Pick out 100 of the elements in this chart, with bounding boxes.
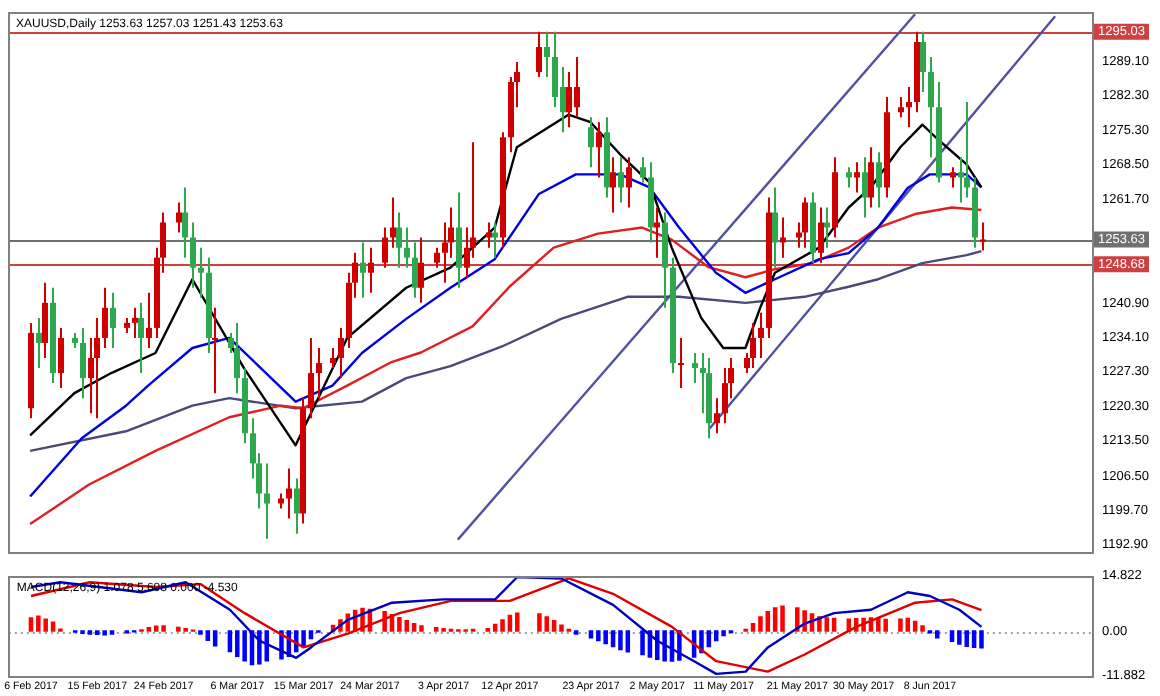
candlestick [824, 206, 830, 249]
candlestick [906, 86, 912, 129]
candlestick [102, 286, 108, 349]
candlestick [316, 346, 322, 400]
bar [161, 625, 166, 632]
candlestick [560, 65, 566, 134]
candlestick [920, 30, 926, 94]
candlestick [610, 156, 616, 214]
candlestick [802, 196, 808, 249]
bar [500, 619, 505, 632]
bar [212, 630, 218, 647]
candlestick [264, 462, 270, 540]
bar [655, 630, 660, 660]
candlestick [692, 352, 698, 385]
candlestick [138, 301, 144, 375]
bar [876, 618, 881, 632]
candlestick [618, 156, 624, 204]
bar [596, 630, 601, 642]
bar [28, 617, 34, 632]
bar [780, 605, 785, 632]
candlestick [536, 30, 542, 79]
bar [537, 613, 542, 632]
bar [257, 630, 262, 665]
bar [758, 616, 763, 632]
bar [551, 619, 557, 632]
bar [640, 630, 645, 656]
candlestick [818, 206, 824, 264]
bar [618, 630, 623, 651]
bar [544, 616, 550, 632]
candlestick [928, 55, 934, 159]
bar [235, 630, 240, 658]
candlestick [176, 201, 182, 234]
candlestick [772, 186, 778, 269]
candlestick [338, 326, 344, 380]
candlestick [552, 30, 558, 109]
candlestick [418, 236, 424, 304]
bar [50, 621, 56, 632]
candlestick [750, 321, 756, 370]
bar [264, 630, 270, 662]
bar [949, 630, 955, 643]
candlestick [950, 166, 956, 189]
candlestick [294, 477, 300, 535]
candlestick [486, 221, 492, 249]
bar [721, 630, 726, 637]
candlestick [596, 121, 602, 179]
bar [308, 630, 314, 640]
candlestick [360, 241, 366, 299]
candlestick [846, 166, 852, 189]
bar [920, 625, 925, 632]
bar [404, 619, 410, 632]
bar [979, 630, 984, 649]
candlestick [714, 397, 720, 435]
bar [662, 630, 667, 662]
candlestick [234, 321, 240, 395]
bar [935, 630, 940, 639]
bar [824, 617, 829, 632]
candlestick [212, 306, 218, 395]
candlestick [640, 156, 646, 184]
candlestick [412, 241, 418, 299]
bar [411, 622, 417, 632]
candlestick [42, 281, 48, 360]
bar [898, 618, 903, 632]
bar [95, 630, 100, 636]
candlestick [868, 146, 874, 209]
bar [36, 615, 41, 632]
bar [176, 626, 181, 632]
candlestick [132, 306, 138, 339]
candlestick [876, 151, 882, 209]
candlestick [396, 211, 402, 269]
bar [43, 618, 48, 632]
candlestick [964, 101, 970, 199]
bar [559, 624, 564, 632]
bar [515, 612, 520, 632]
candlestick [368, 246, 374, 294]
candlestick [94, 316, 100, 420]
bar [964, 630, 969, 647]
candlestick [854, 161, 860, 194]
bar [397, 616, 402, 632]
bar [883, 618, 888, 632]
candlestick [110, 291, 116, 349]
candlestick [678, 336, 684, 390]
candlestick [286, 467, 292, 520]
candlestick [588, 116, 594, 169]
candlestick [574, 55, 580, 119]
candlestick [862, 156, 868, 219]
bar [772, 607, 778, 632]
candlestick [544, 30, 550, 79]
bar [971, 630, 977, 649]
candlestick [58, 326, 64, 390]
bar [603, 630, 608, 645]
candlestick [146, 291, 152, 349]
candlestick [198, 246, 204, 299]
bar [625, 630, 631, 653]
candlestick [330, 346, 336, 370]
candlestick [566, 71, 572, 129]
candlestick [492, 221, 498, 259]
bar [419, 625, 424, 632]
candlestick [404, 226, 410, 269]
candlestick [654, 206, 660, 259]
bar [102, 630, 107, 636]
